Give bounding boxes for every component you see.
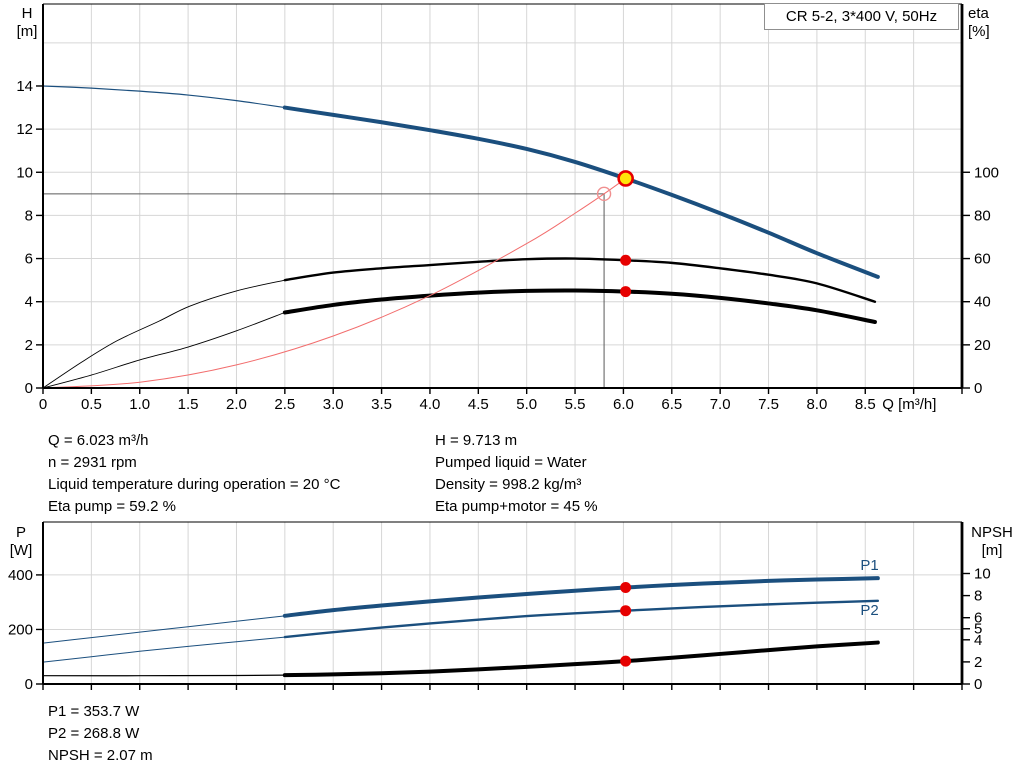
eta-axis-title: eta [%] bbox=[968, 5, 1018, 41]
x-tick-label: 8.5 bbox=[855, 396, 876, 413]
head-curve bbox=[282, 105, 880, 279]
left-tick-label: 14 bbox=[16, 78, 33, 95]
eta-pump-motor-curve bbox=[282, 288, 877, 324]
eta-pump-curve bbox=[283, 257, 877, 303]
p1-curve-thin bbox=[42, 615, 286, 644]
x-tick-label: 6.0 bbox=[613, 396, 634, 413]
power-npsh-chart: 0 200 400 0 2 456 8 10 P1 P2 bbox=[8, 521, 991, 693]
eta-pump-motor-curve-thin bbox=[42, 312, 286, 389]
info-speed: n = 2931 rpm bbox=[48, 454, 137, 471]
head-curve-thin bbox=[42, 85, 286, 109]
curve-label-p2: P2 bbox=[860, 602, 878, 619]
eta-pump-curve-thin bbox=[42, 279, 286, 389]
x-tick-label: 7.5 bbox=[758, 396, 779, 413]
right-tick-label: 80 bbox=[974, 207, 991, 224]
left-tick-label: 10 bbox=[16, 164, 33, 181]
curve-label-p1: P1 bbox=[860, 557, 878, 574]
info-eta-pump: Eta pump = 59.2 % bbox=[48, 498, 176, 515]
x-tick-label: 6.5 bbox=[661, 396, 682, 413]
right-tick-label: 10 bbox=[974, 565, 991, 582]
x-tick-label: 4.0 bbox=[420, 396, 441, 413]
x-tick-label: 5.5 bbox=[565, 396, 586, 413]
duty-info-right: H = 9.713 m Pumped liquid = Water Densit… bbox=[435, 430, 598, 518]
p-axis-title-symbol: P bbox=[15, 524, 26, 541]
system-curve bbox=[42, 177, 627, 389]
duty-info-left: Q = 6.023 m³/h n = 2931 rpm Liquid tempe… bbox=[48, 430, 340, 518]
npsh-axis-title: NPSH [m] bbox=[966, 524, 1018, 560]
pump-title-box: CR 5-2, 3*400 V, 50Hz bbox=[764, 3, 959, 30]
info-liquid-temperature: Liquid temperature during operation = 20… bbox=[48, 476, 341, 493]
info-eta-pump-motor: Eta pump+motor = 45 % bbox=[435, 498, 598, 515]
x-tick-label: 0.5 bbox=[81, 396, 102, 413]
info-npsh: NPSH = 2.07 m bbox=[48, 747, 153, 764]
npsh-axis-title-unit: [m] bbox=[981, 542, 1003, 559]
right-tick-label: 6 bbox=[974, 610, 982, 627]
left-tick-label: 12 bbox=[16, 121, 33, 138]
left-tick-label: 0 bbox=[25, 676, 33, 693]
x-tick-label: 1.0 bbox=[129, 396, 150, 413]
power-info: P1 = 353.7 W P2 = 268.8 W NPSH = 2.07 m bbox=[48, 701, 153, 767]
x-tick-label: 1.5 bbox=[178, 396, 199, 413]
p-axis-title: P [W] bbox=[4, 524, 38, 560]
npsh-axis-title-symbol: NPSH bbox=[971, 524, 1013, 541]
info-p1: P1 = 353.7 W bbox=[48, 703, 140, 720]
info-p2: P2 = 268.8 W bbox=[48, 725, 140, 742]
right-tick-label: 0 bbox=[974, 380, 982, 397]
x-tick-label: 4.5 bbox=[468, 396, 489, 413]
requested-duty-point bbox=[596, 186, 612, 202]
left-tick-label: 2 bbox=[25, 337, 33, 354]
right-tick-label: 4 bbox=[974, 632, 982, 649]
left-tick-label: 0 bbox=[25, 380, 33, 397]
p2-point bbox=[620, 605, 632, 617]
info-flow: Q = 6.023 m³/h bbox=[48, 432, 149, 449]
x-axis-unit-label: Q [m³/h] bbox=[882, 396, 936, 413]
x-tick-label: 3.5 bbox=[371, 396, 392, 413]
h-axis-title-symbol: H bbox=[21, 5, 33, 22]
eta-pump-motor-point bbox=[620, 286, 632, 298]
left-tick-label: 6 bbox=[25, 251, 33, 268]
npsh-curve-thin bbox=[42, 674, 286, 677]
left-tick-label: 400 bbox=[8, 567, 33, 584]
right-tick-label: 40 bbox=[974, 294, 991, 311]
p2-curve-thin bbox=[42, 636, 286, 663]
info-head: H = 9.713 m bbox=[435, 432, 518, 449]
right-tick-label: 20 bbox=[974, 337, 991, 354]
right-tick-label: 2 bbox=[974, 654, 982, 671]
right-tick-label: 8 bbox=[974, 588, 982, 605]
info-density: Density = 998.2 kg/m³ bbox=[435, 476, 582, 493]
p-axis-title-unit: [W] bbox=[9, 542, 33, 559]
h-axis-title-unit: [m] bbox=[16, 23, 38, 40]
p1-point bbox=[620, 582, 632, 594]
left-tick-label: 8 bbox=[25, 207, 33, 224]
npsh-curve bbox=[282, 640, 880, 678]
head-eta-chart: 0 0.5 1.0 1.5 2.0 2.5 3.0 3.5 4.0 4.5 5.0 5.5 6.0 6.5… bbox=[16, 3, 999, 413]
x-tick-label: 7.0 bbox=[710, 396, 731, 413]
eta-pump-point bbox=[620, 254, 632, 266]
right-tick-label: 100 bbox=[974, 164, 999, 181]
h-axis-title: H [m] bbox=[10, 5, 44, 41]
x-tick-label: 8.0 bbox=[806, 396, 827, 413]
x-tick-label: 2.0 bbox=[226, 396, 247, 413]
x-tick-label: 3.0 bbox=[323, 396, 344, 413]
right-tick-label: 5 bbox=[974, 621, 982, 638]
p2-curve bbox=[283, 599, 880, 639]
eta-axis-title-symbol: eta bbox=[968, 5, 989, 22]
x-tick-label: 2.5 bbox=[274, 396, 295, 413]
eta-axis-title-unit: [%] bbox=[968, 23, 990, 40]
x-tick-label: 5.0 bbox=[516, 396, 537, 413]
p1-curve bbox=[282, 576, 880, 618]
duty-point bbox=[617, 170, 634, 187]
right-tick-label: 60 bbox=[974, 251, 991, 268]
info-pumped-liquid: Pumped liquid = Water bbox=[435, 454, 587, 471]
left-tick-label: 200 bbox=[8, 621, 33, 638]
right-tick-label: 0 bbox=[974, 676, 982, 693]
x-tick-label: 0 bbox=[39, 396, 47, 413]
npsh-point bbox=[620, 655, 632, 667]
left-tick-label: 4 bbox=[25, 294, 33, 311]
